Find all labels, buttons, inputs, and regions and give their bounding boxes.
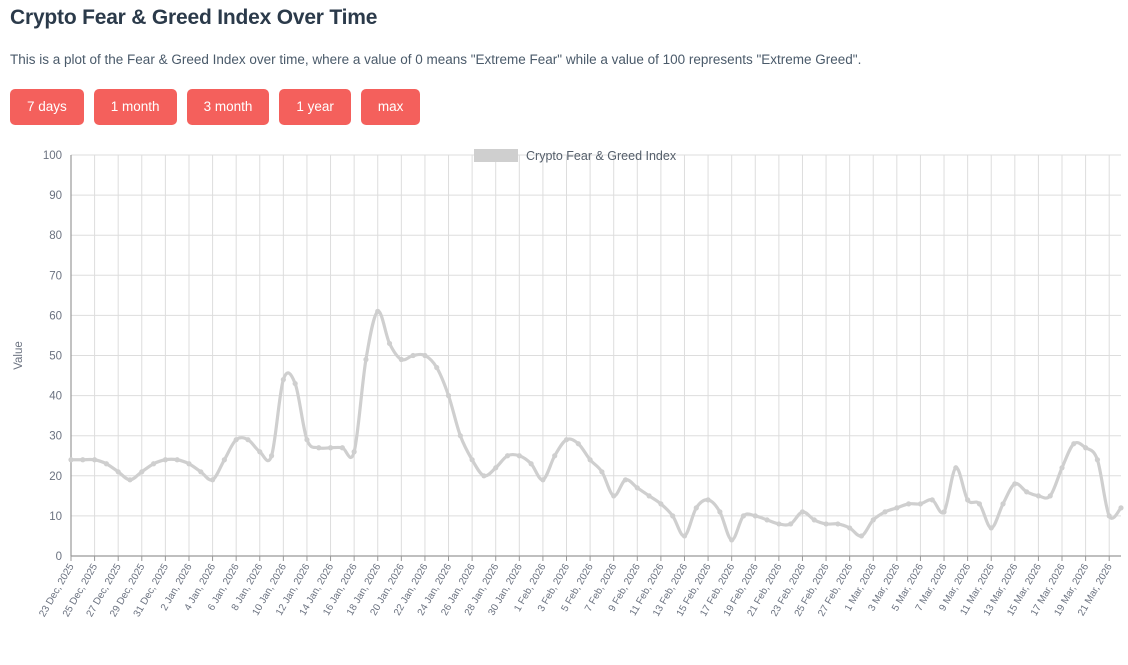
svg-text:100: 100 <box>43 150 62 162</box>
series-crypto-fear-greed-index <box>68 308 1124 543</box>
svg-text:40: 40 <box>49 390 62 402</box>
range-3-month-button[interactable]: 3 month <box>186 89 270 125</box>
svg-text:90: 90 <box>49 190 62 202</box>
chart-legend: Crypto Fear & Greed Index <box>474 149 676 163</box>
svg-text:70: 70 <box>49 270 62 282</box>
range-button-group: 7 days 1 month 3 month 1 year max <box>10 89 1120 125</box>
range-1-year-button[interactable]: 1 year <box>279 89 351 125</box>
page-subtitle: This is a plot of the Fear & Greed Index… <box>10 52 862 67</box>
range-1-month-button[interactable]: 1 month <box>93 89 177 125</box>
range-max-button[interactable]: max <box>360 89 421 125</box>
y-axis-title: Value <box>13 341 25 370</box>
legend-label: Crypto Fear & Greed Index <box>526 148 677 163</box>
svg-text:30: 30 <box>49 430 62 442</box>
chart-container: Crypto Fear & Greed Index 0 10 20 30 40 50 60 7… <box>8 141 1128 636</box>
svg-text:0: 0 <box>56 551 62 563</box>
chart-gridlines <box>70 154 1121 556</box>
svg-text:80: 80 <box>49 230 62 242</box>
chart-axes <box>70 154 1121 561</box>
page-title: Crypto Fear & Greed Index Over Time <box>10 6 378 29</box>
range-7-days-button[interactable]: 7 days <box>10 89 84 125</box>
legend-swatch-icon <box>474 149 518 162</box>
page-root: Crypto Fear & Greed Index Over Time This… <box>0 6 1128 665</box>
svg-text:10: 10 <box>49 510 62 522</box>
svg-text:60: 60 <box>49 310 62 322</box>
y-axis-ticks: 0 10 20 30 40 50 60 70 80 90 100 <box>43 150 62 563</box>
svg-text:50: 50 <box>49 350 62 362</box>
svg-text:20: 20 <box>49 470 62 482</box>
